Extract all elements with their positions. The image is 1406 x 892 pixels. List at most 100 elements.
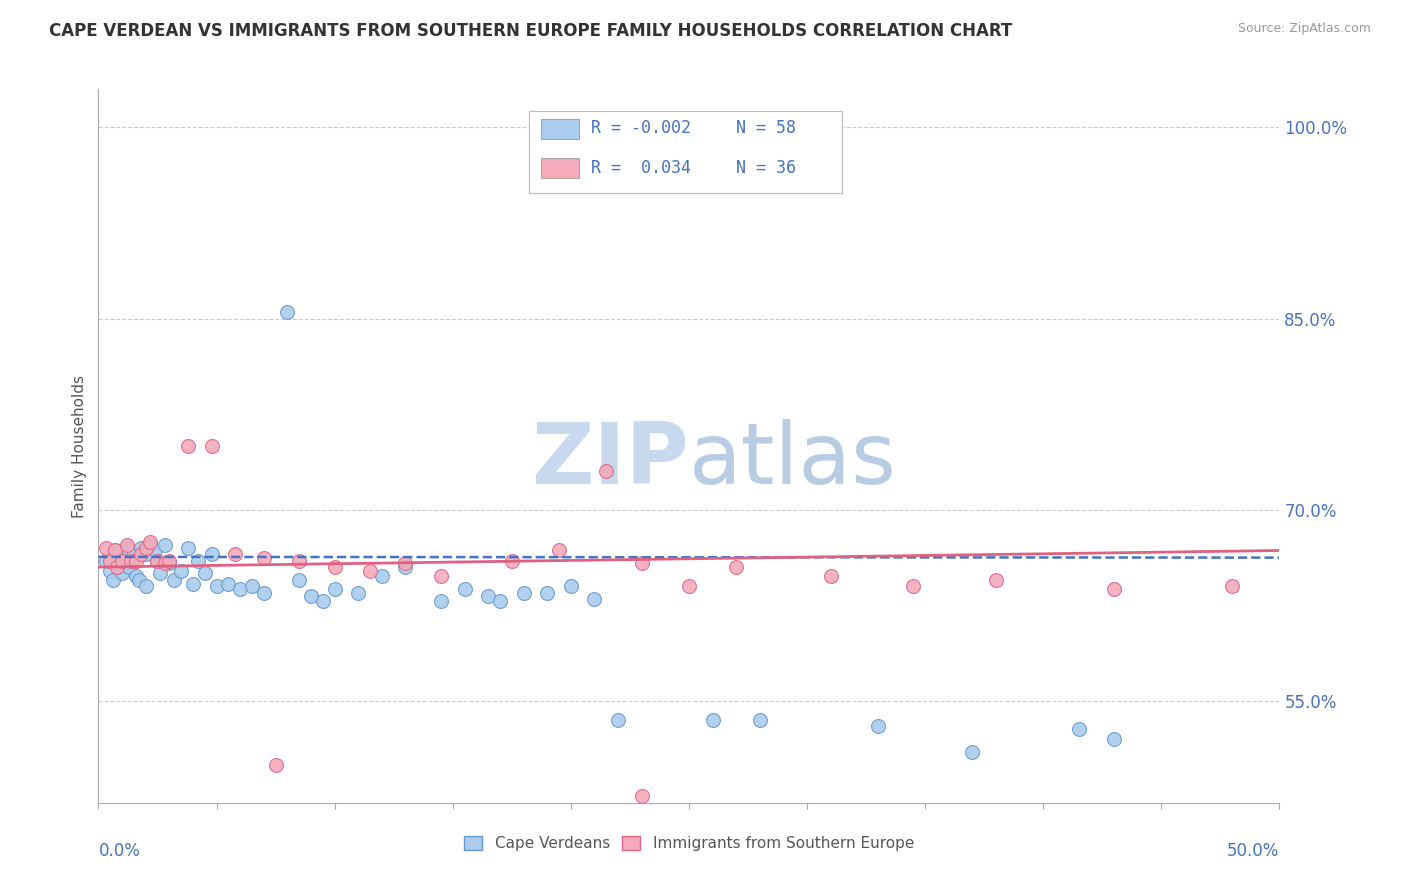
Point [394, 560, 416, 574]
Point [323, 582, 346, 596]
Point [394, 556, 416, 570]
Point [1220, 579, 1243, 593]
Point [104, 543, 127, 558]
Point [748, 713, 770, 727]
Point [115, 541, 138, 555]
Point [98, 564, 121, 578]
Point [98, 554, 121, 568]
Point [312, 594, 335, 608]
Point [153, 556, 176, 570]
Point [115, 538, 138, 552]
Point [430, 569, 453, 583]
Point [128, 573, 150, 587]
Text: N = 58: N = 58 [737, 120, 796, 137]
Text: atlas: atlas [689, 418, 897, 502]
Point [121, 554, 143, 568]
Point [177, 541, 200, 555]
Point [903, 579, 925, 593]
Point [121, 554, 143, 568]
Point [111, 549, 134, 564]
Point [229, 582, 252, 596]
Text: N = 36: N = 36 [737, 159, 796, 177]
Point [430, 594, 453, 608]
Point [253, 551, 276, 566]
Point [477, 590, 499, 604]
Point [149, 566, 172, 581]
Point [347, 585, 370, 599]
Text: 50.0%: 50.0% [1227, 842, 1279, 860]
Point [135, 541, 157, 555]
Point [146, 554, 169, 568]
Point [129, 547, 152, 561]
Point [201, 547, 224, 561]
Point [866, 719, 889, 733]
Point [962, 745, 984, 759]
Point [108, 560, 131, 574]
Point [453, 582, 475, 596]
Point [288, 554, 311, 568]
Point [224, 547, 246, 561]
Point [630, 556, 652, 570]
Point [187, 554, 209, 568]
Point [135, 579, 157, 593]
Text: ZIP: ZIP [531, 418, 689, 502]
Point [157, 556, 180, 570]
Point [125, 554, 148, 568]
Point [323, 560, 346, 574]
Point [205, 579, 228, 593]
Text: R = -0.002: R = -0.002 [591, 120, 690, 137]
Point [607, 713, 630, 727]
Point [264, 757, 287, 772]
Point [595, 465, 617, 479]
Text: Source: ZipAtlas.com: Source: ZipAtlas.com [1237, 22, 1371, 36]
Point [129, 541, 152, 555]
Point [253, 585, 276, 599]
Point [101, 573, 124, 587]
Point [104, 543, 127, 558]
Point [139, 534, 162, 549]
Point [560, 579, 582, 593]
Point [678, 579, 700, 593]
Point [143, 543, 166, 558]
Point [288, 573, 311, 587]
Point [181, 576, 204, 591]
Point [984, 573, 1007, 587]
Point [371, 569, 394, 583]
Point [177, 439, 200, 453]
Point [702, 713, 724, 727]
Point [201, 439, 224, 453]
Point [105, 560, 128, 574]
Point [820, 569, 842, 583]
Point [583, 591, 606, 606]
Legend: Cape Verdeans, Immigrants from Southern Europe: Cape Verdeans, Immigrants from Southern … [460, 831, 918, 855]
Point [157, 554, 180, 568]
Point [118, 560, 141, 574]
FancyBboxPatch shape [530, 111, 842, 193]
Point [217, 576, 239, 591]
Point [240, 579, 263, 593]
Point [194, 566, 217, 581]
Y-axis label: Family Households: Family Households [72, 375, 87, 517]
Point [1067, 722, 1090, 736]
Point [1102, 582, 1125, 596]
Point [501, 554, 523, 568]
Point [276, 305, 298, 319]
Point [94, 541, 117, 555]
Point [1102, 732, 1125, 747]
Text: CAPE VERDEAN VS IMMIGRANTS FROM SOUTHERN EUROPE FAMILY HOUSEHOLDS CORRELATION CH: CAPE VERDEAN VS IMMIGRANTS FROM SOUTHERN… [49, 22, 1012, 40]
Point [512, 585, 534, 599]
Point [111, 554, 134, 568]
Point [299, 590, 322, 604]
Point [153, 538, 176, 552]
Point [122, 547, 145, 561]
Bar [541, 120, 579, 139]
Point [139, 538, 162, 552]
Point [146, 554, 169, 568]
Point [125, 569, 148, 583]
Bar [541, 159, 579, 178]
Point [135, 547, 157, 561]
Point [536, 585, 558, 599]
Point [725, 560, 748, 574]
Point [163, 573, 186, 587]
Point [489, 594, 512, 608]
